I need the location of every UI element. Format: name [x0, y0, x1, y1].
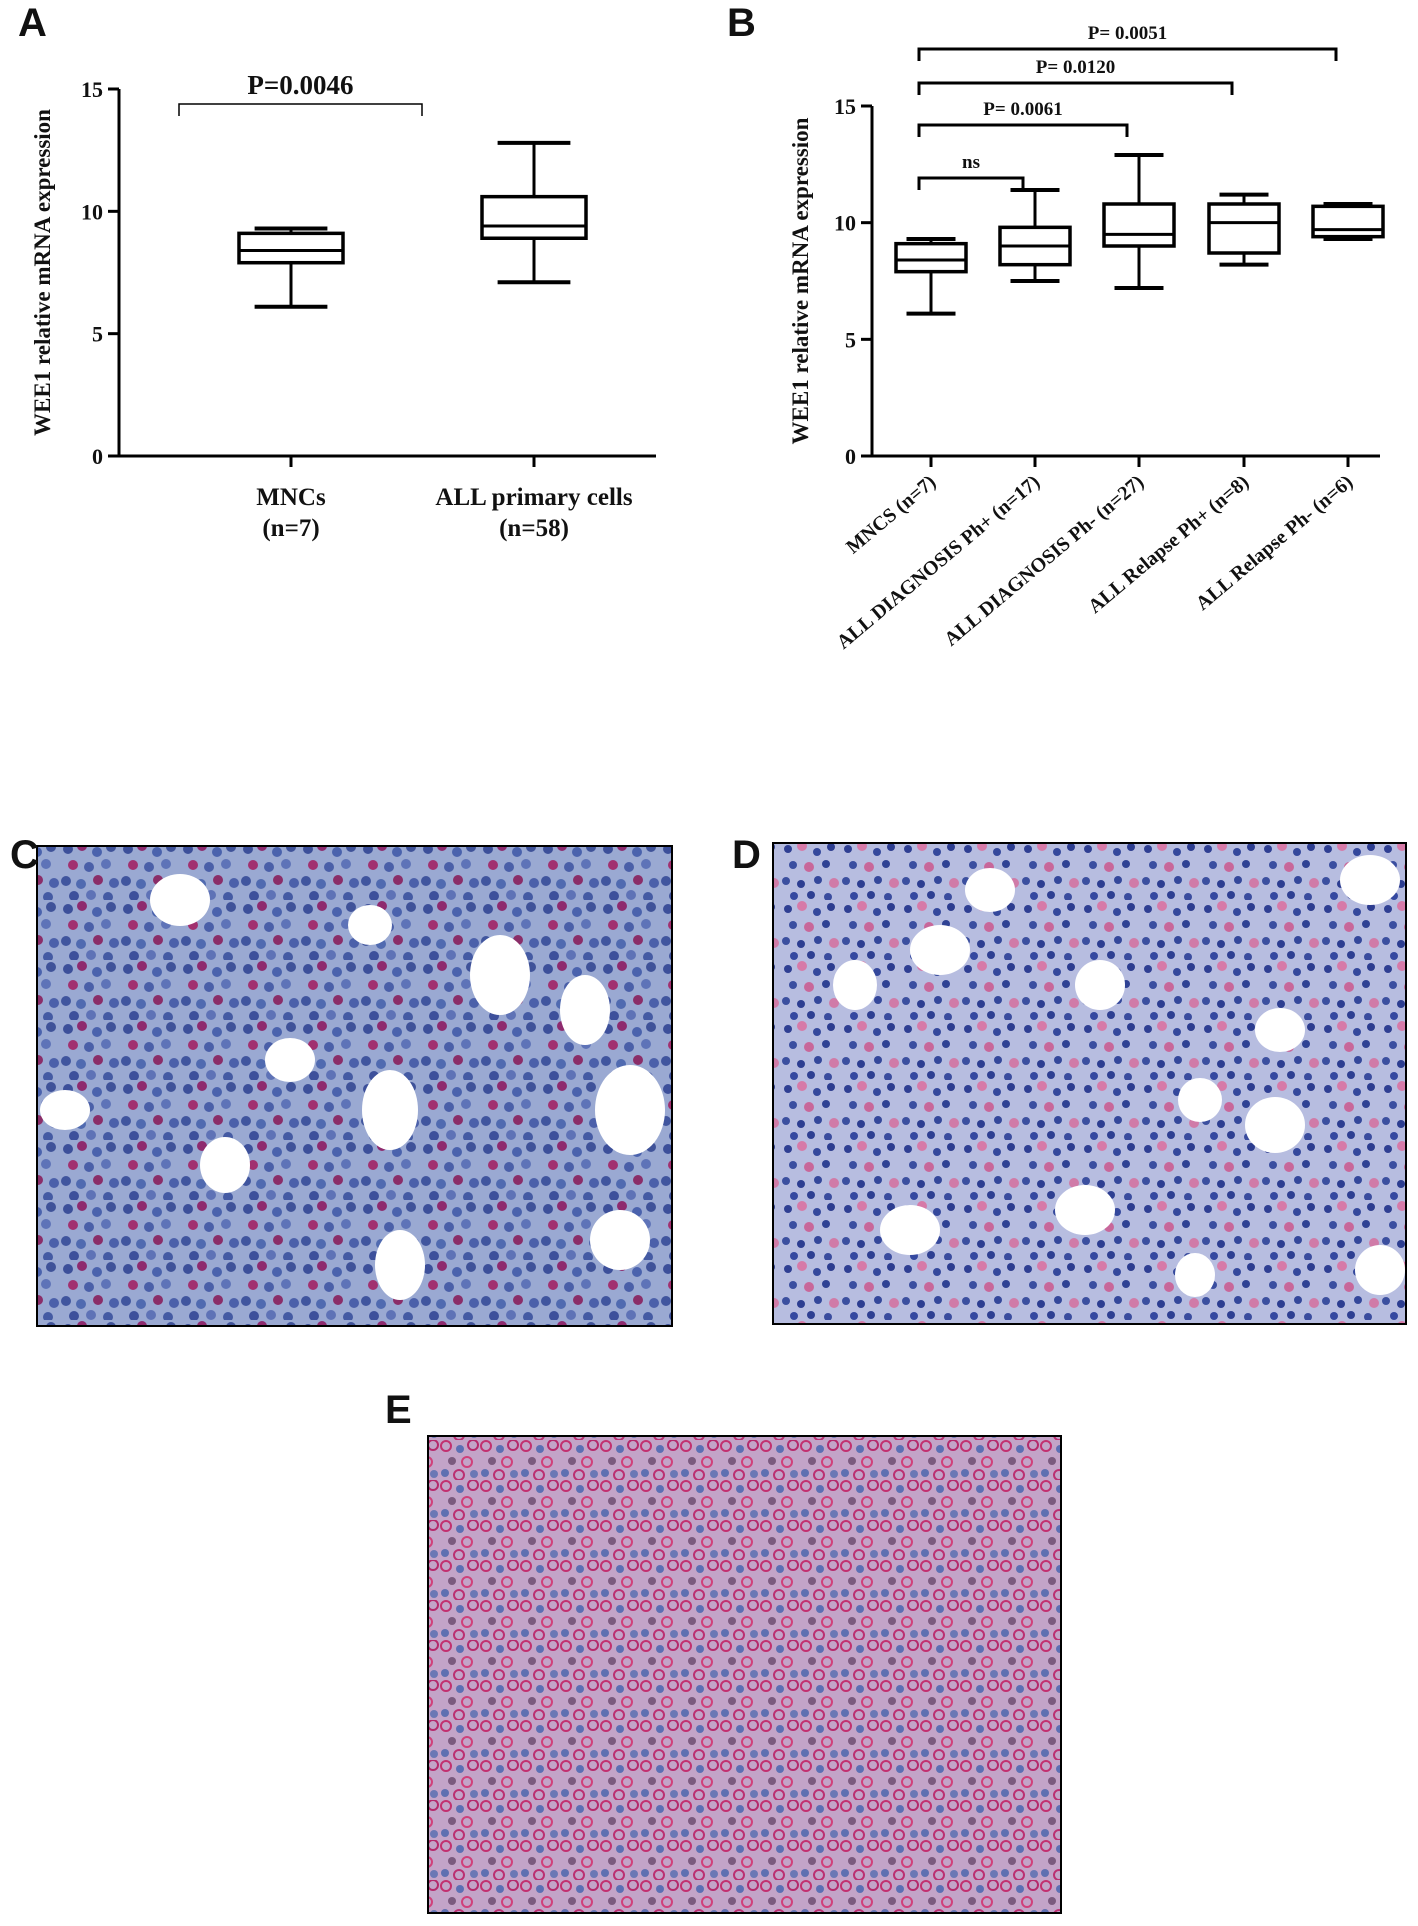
box — [1102, 202, 1176, 248]
x-tick-label: ALL DIAGNOSIS Ph- (n=27) — [940, 471, 1148, 651]
y-axis-label: WEE1 relative mRNA expression — [788, 117, 813, 444]
significance-label: P= 0.0051 — [1088, 23, 1167, 44]
y-tick-label: 10 — [81, 199, 103, 224]
significance-bracket — [917, 81, 1234, 95]
y-tick-label: 5 — [845, 327, 856, 352]
x-tick-label: ALL DIAGNOSIS Ph+ (n=17) — [833, 471, 1045, 654]
y-tick-label: 5 — [92, 322, 103, 347]
y-axis-label: WEE1 relative mRNA expression — [30, 109, 55, 436]
panel-label: B — [727, 1, 756, 45]
panel-label: D — [732, 833, 761, 877]
micrograph-c — [36, 845, 673, 1327]
box — [237, 231, 345, 265]
y-tick-label: 15 — [834, 94, 856, 119]
y-tick-label: 0 — [92, 444, 103, 469]
box — [480, 194, 588, 240]
micrograph-d — [772, 842, 1407, 1325]
significance-label: P= 0.0061 — [983, 99, 1062, 120]
panel-label: C — [10, 833, 39, 877]
x-tick-label: ALL primary cells (n=58) — [435, 484, 633, 542]
box — [1207, 202, 1281, 255]
y-tick-label: 15 — [81, 77, 103, 102]
box — [894, 241, 968, 274]
significance-bracket — [178, 103, 423, 116]
significance-label: ns — [962, 152, 980, 173]
significance-bracket — [917, 176, 1025, 190]
significance-label: P=0.0046 — [247, 70, 353, 100]
box — [1311, 204, 1385, 239]
significance-bracket — [917, 47, 1338, 61]
significance-bracket — [917, 123, 1129, 137]
y-tick-label: 10 — [834, 211, 856, 236]
x-tick-label: MNCS (n=7) — [842, 471, 940, 558]
y-tick-label: 0 — [845, 444, 856, 469]
panel-label: A — [18, 1, 47, 45]
panel-label: E — [385, 1388, 412, 1432]
micrograph-e — [427, 1435, 1062, 1914]
x-tick-label: MNCs (n=7) — [256, 484, 326, 542]
significance-label: P= 0.0120 — [1036, 57, 1115, 78]
